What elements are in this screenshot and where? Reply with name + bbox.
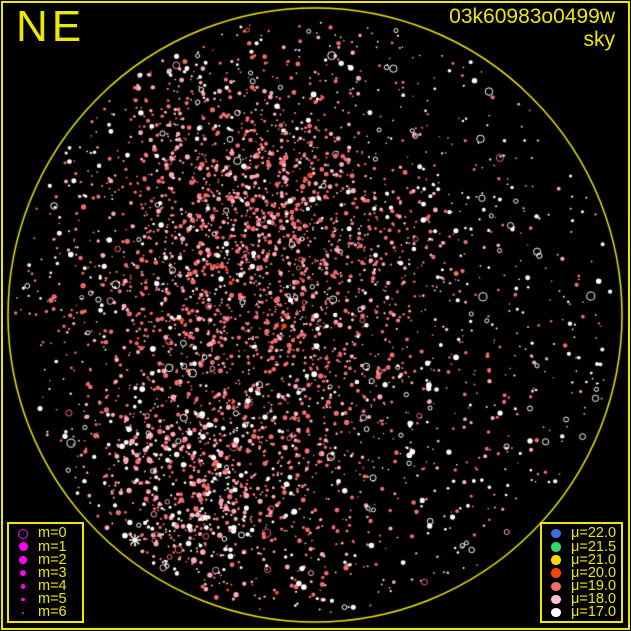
legend-label: μ=19.0 bbox=[571, 578, 617, 595]
legend-row: μ=17.0 bbox=[542, 604, 621, 621]
legend-row: μ=21.5 bbox=[542, 538, 621, 555]
legend-label: μ=21.5 bbox=[571, 538, 617, 555]
legend-marker-cell bbox=[15, 611, 31, 614]
legend-marker-cell bbox=[15, 597, 31, 602]
legend-label: m=3 bbox=[38, 564, 67, 581]
legend-marker-dot bbox=[551, 568, 561, 578]
legend-label: μ=21.0 bbox=[571, 551, 617, 568]
legend-row: μ=20.0 bbox=[542, 564, 621, 581]
legend-marker-cell bbox=[548, 607, 564, 618]
legend-marker-dot bbox=[551, 581, 561, 592]
legend-row: μ=19.0 bbox=[542, 578, 621, 595]
legend-marker-cell bbox=[15, 528, 31, 539]
legend-marker-dot bbox=[551, 542, 561, 552]
legend-label: m=2 bbox=[38, 551, 67, 568]
orientation-label: NE bbox=[16, 2, 86, 51]
legend-marker-dot bbox=[551, 594, 561, 605]
legend-row: m=1 bbox=[9, 538, 82, 555]
legend-row: μ=18.0 bbox=[542, 591, 621, 608]
legend-marker-cell bbox=[548, 581, 564, 592]
plot-title: 03k60983o0499w bbox=[449, 5, 615, 28]
legend-label: μ=22.0 bbox=[571, 525, 617, 542]
legend-marker-dot bbox=[21, 597, 25, 602]
legend-marker-dot bbox=[19, 569, 27, 577]
legend-marker-dot bbox=[551, 528, 561, 539]
legend-label: m=5 bbox=[38, 591, 67, 608]
legend-row: m=4 bbox=[9, 578, 82, 595]
legend-marker-dot bbox=[20, 584, 26, 589]
legend-label: m=6 bbox=[38, 604, 67, 621]
legend-marker-cell bbox=[15, 542, 31, 552]
legend-row: m=5 bbox=[9, 591, 82, 608]
legend-marker-cell bbox=[548, 542, 564, 552]
legend-row: m=2 bbox=[9, 551, 82, 568]
legend-marker-dot bbox=[18, 528, 28, 539]
legend-surface-brightness: μ=22.0 μ=21.5 μ=21.0 μ=20.0 μ=19.0 μ=18.0 μ=17… bbox=[540, 522, 623, 623]
legend-label: μ=18.0 bbox=[571, 591, 617, 608]
legend-marker-dot bbox=[22, 611, 24, 614]
legend-marker-dot bbox=[19, 556, 27, 564]
legend-row: μ=21.0 bbox=[542, 551, 621, 568]
legend-marker-cell bbox=[548, 568, 564, 578]
legend-marker-cell bbox=[15, 569, 31, 577]
legend-magnitude-sizes: m=0 m=1 m=2 m=3 m=4 m=5 m=6 bbox=[7, 522, 84, 623]
plot-subtitle: sky bbox=[583, 28, 616, 51]
legend-row: μ=22.0 bbox=[542, 525, 621, 542]
legend-marker-dot bbox=[551, 555, 561, 565]
legend-marker-dot bbox=[551, 607, 561, 618]
legend-label: μ=20.0 bbox=[571, 564, 617, 581]
legend-marker-cell bbox=[548, 555, 564, 565]
legend-label: m=0 bbox=[38, 525, 67, 542]
legend-marker-cell bbox=[548, 528, 564, 539]
legend-label: m=1 bbox=[38, 538, 67, 555]
legend-label: μ=17.0 bbox=[571, 604, 617, 621]
legend-row: m=6 bbox=[9, 604, 82, 621]
legend-marker-cell bbox=[15, 584, 31, 589]
legend-marker-cell bbox=[548, 594, 564, 605]
legend-row: m=3 bbox=[9, 564, 82, 581]
legend-label: m=4 bbox=[38, 578, 67, 595]
legend-row: m=0 bbox=[9, 525, 82, 542]
legend-marker-cell bbox=[15, 556, 31, 564]
legend-marker-dot bbox=[18, 542, 28, 552]
